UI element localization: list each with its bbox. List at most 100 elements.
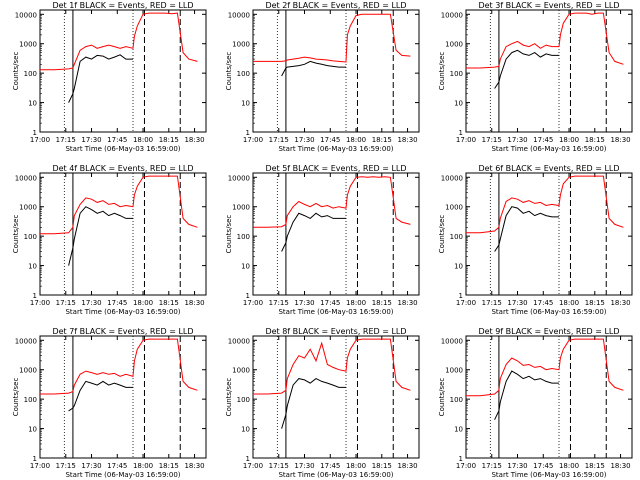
detector-panel: 1 10 100 1000 10000 17:00 17:15 17:30 17:45 18:00… (12, 1, 207, 153)
x-tick-label: 17:15 (56, 299, 76, 307)
y-tick-label: 1 (33, 129, 37, 137)
panel-title: Det 2f BLACK = Events, RED = LLD (265, 1, 406, 10)
x-tick-label: 17:45 (533, 462, 553, 470)
x-tick-label: 17:15 (482, 299, 502, 307)
plot-frame (39, 9, 207, 133)
y-tick-label: 10 (454, 263, 463, 271)
x-tick-label: 18:30 (610, 136, 630, 144)
y-tick-label: 10 (241, 100, 250, 108)
x-tick-label: 17:30 (81, 136, 101, 144)
x-tick-label: 17:00 (30, 136, 50, 144)
lld-series-line (466, 338, 624, 397)
y-axis-label: Counts/sec (225, 215, 233, 254)
y-tick-label: 10000 (15, 11, 37, 19)
lld-series-line (40, 175, 198, 235)
x-tick-label: 17:00 (456, 136, 476, 144)
panel-title: Det 4f BLACK = Events, RED = LLD (52, 164, 193, 173)
y-axis-label: Counts/sec (438, 378, 446, 417)
events-series-line (68, 380, 133, 412)
y-tick-label: 10 (28, 426, 37, 434)
events-series-line (281, 212, 346, 252)
x-tick-label: 18:00 (346, 136, 366, 144)
x-tick-label: 18:15 (372, 299, 392, 307)
x-tick-label: 17:45 (320, 299, 340, 307)
lld-series-line (40, 12, 198, 71)
x-tick-label: 18:00 (133, 462, 153, 470)
detector-panel: 1 10 100 1000 10000 17:00 17:15 17:30 17:45 18:00… (438, 164, 633, 316)
y-tick-label: 10 (241, 263, 250, 271)
y-tick-label: 1000 (19, 204, 37, 212)
y-tick-label: 1000 (19, 367, 37, 375)
y-axis-label: Counts/sec (438, 215, 446, 254)
y-tick-label: 100 (24, 70, 37, 78)
y-tick-label: 10000 (15, 174, 37, 182)
panel-title: Det 6f BLACK = Events, RED = LLD (478, 164, 619, 173)
x-axis-label: Start Time (06-May-03 16:59:00) (491, 471, 606, 479)
x-tick-label: 17:30 (294, 462, 314, 470)
detector-panel: 1 10 100 1000 10000 17:00 17:15 17:30 17:45 18:00… (225, 327, 420, 479)
y-tick-label: 10 (454, 426, 463, 434)
x-tick-label: 18:00 (133, 136, 153, 144)
x-tick-label: 17:15 (482, 462, 502, 470)
x-axis-label: Start Time (06-May-03 16:59:00) (65, 471, 180, 479)
x-tick-label: 17:45 (320, 462, 340, 470)
lld-series-line (253, 13, 411, 63)
plot-frame (39, 335, 207, 459)
x-tick-label: 18:30 (184, 462, 204, 470)
events-series-line (281, 378, 346, 429)
x-axis-label: Start Time (06-May-03 16:59:00) (491, 308, 606, 316)
x-tick-label: 18:30 (397, 462, 417, 470)
y-tick-label: 10 (454, 100, 463, 108)
x-tick-label: 18:15 (159, 462, 179, 470)
x-tick-label: 18:15 (372, 136, 392, 144)
detector-panel: 1 10 100 1000 10000 17:00 17:15 17:30 17:45 18:00… (225, 164, 420, 316)
detector-panel: 1 10 100 1000 10000 17:00 17:15 17:30 17:45 18:00… (12, 164, 207, 316)
x-tick-label: 17:30 (507, 299, 527, 307)
y-tick-label: 1000 (19, 41, 37, 49)
x-tick-label: 18:15 (585, 299, 605, 307)
y-tick-label: 1000 (232, 41, 250, 49)
x-tick-label: 18:00 (559, 136, 579, 144)
y-tick-label: 10000 (441, 337, 463, 345)
y-tick-label: 1000 (445, 367, 463, 375)
x-tick-label: 18:30 (184, 136, 204, 144)
y-tick-label: 10 (28, 100, 37, 108)
x-tick-label: 17:45 (107, 136, 127, 144)
y-tick-label: 100 (237, 70, 250, 78)
detector-panel: 1 10 100 1000 10000 17:00 17:15 17:30 17:45 18:00… (438, 1, 633, 153)
lld-series-line (466, 12, 624, 69)
x-tick-label: 17:45 (107, 299, 127, 307)
lld-series-line (253, 338, 411, 395)
x-tick-label: 18:30 (184, 299, 204, 307)
x-tick-label: 17:15 (269, 299, 289, 307)
y-tick-label: 100 (237, 396, 250, 404)
panel-title: Det 7f BLACK = Events, RED = LLD (52, 327, 193, 336)
y-tick-label: 1000 (445, 204, 463, 212)
x-tick-label: 18:15 (372, 462, 392, 470)
y-tick-label: 1000 (232, 204, 250, 212)
x-tick-label: 18:00 (559, 462, 579, 470)
y-tick-label: 100 (450, 233, 463, 241)
x-axis-label: Start Time (06-May-03 16:59:00) (65, 145, 180, 153)
y-tick-label: 10000 (15, 337, 37, 345)
x-tick-label: 18:15 (585, 136, 605, 144)
panel-title: Det 3f BLACK = Events, RED = LLD (478, 1, 619, 10)
y-tick-label: 10 (28, 263, 37, 271)
y-tick-label: 1 (459, 455, 463, 463)
lld-series-line (466, 175, 624, 234)
detector-panel: 1 10 100 1000 10000 17:00 17:15 17:30 17:45 18:00… (12, 327, 207, 479)
x-tick-label: 17:00 (243, 299, 263, 307)
x-tick-label: 18:30 (610, 462, 630, 470)
y-tick-label: 10000 (228, 174, 250, 182)
plot-frame (252, 172, 420, 296)
events-series-line (494, 370, 559, 420)
panel-title: Det 5f BLACK = Events, RED = LLD (265, 164, 406, 173)
x-axis-label: Start Time (06-May-03 16:59:00) (278, 308, 393, 316)
x-tick-label: 18:30 (397, 136, 417, 144)
y-tick-label: 1 (246, 455, 250, 463)
y-axis-label: Counts/sec (12, 52, 20, 91)
y-tick-label: 10000 (228, 11, 250, 19)
x-tick-label: 17:15 (56, 136, 76, 144)
y-axis-label: Counts/sec (12, 378, 20, 417)
